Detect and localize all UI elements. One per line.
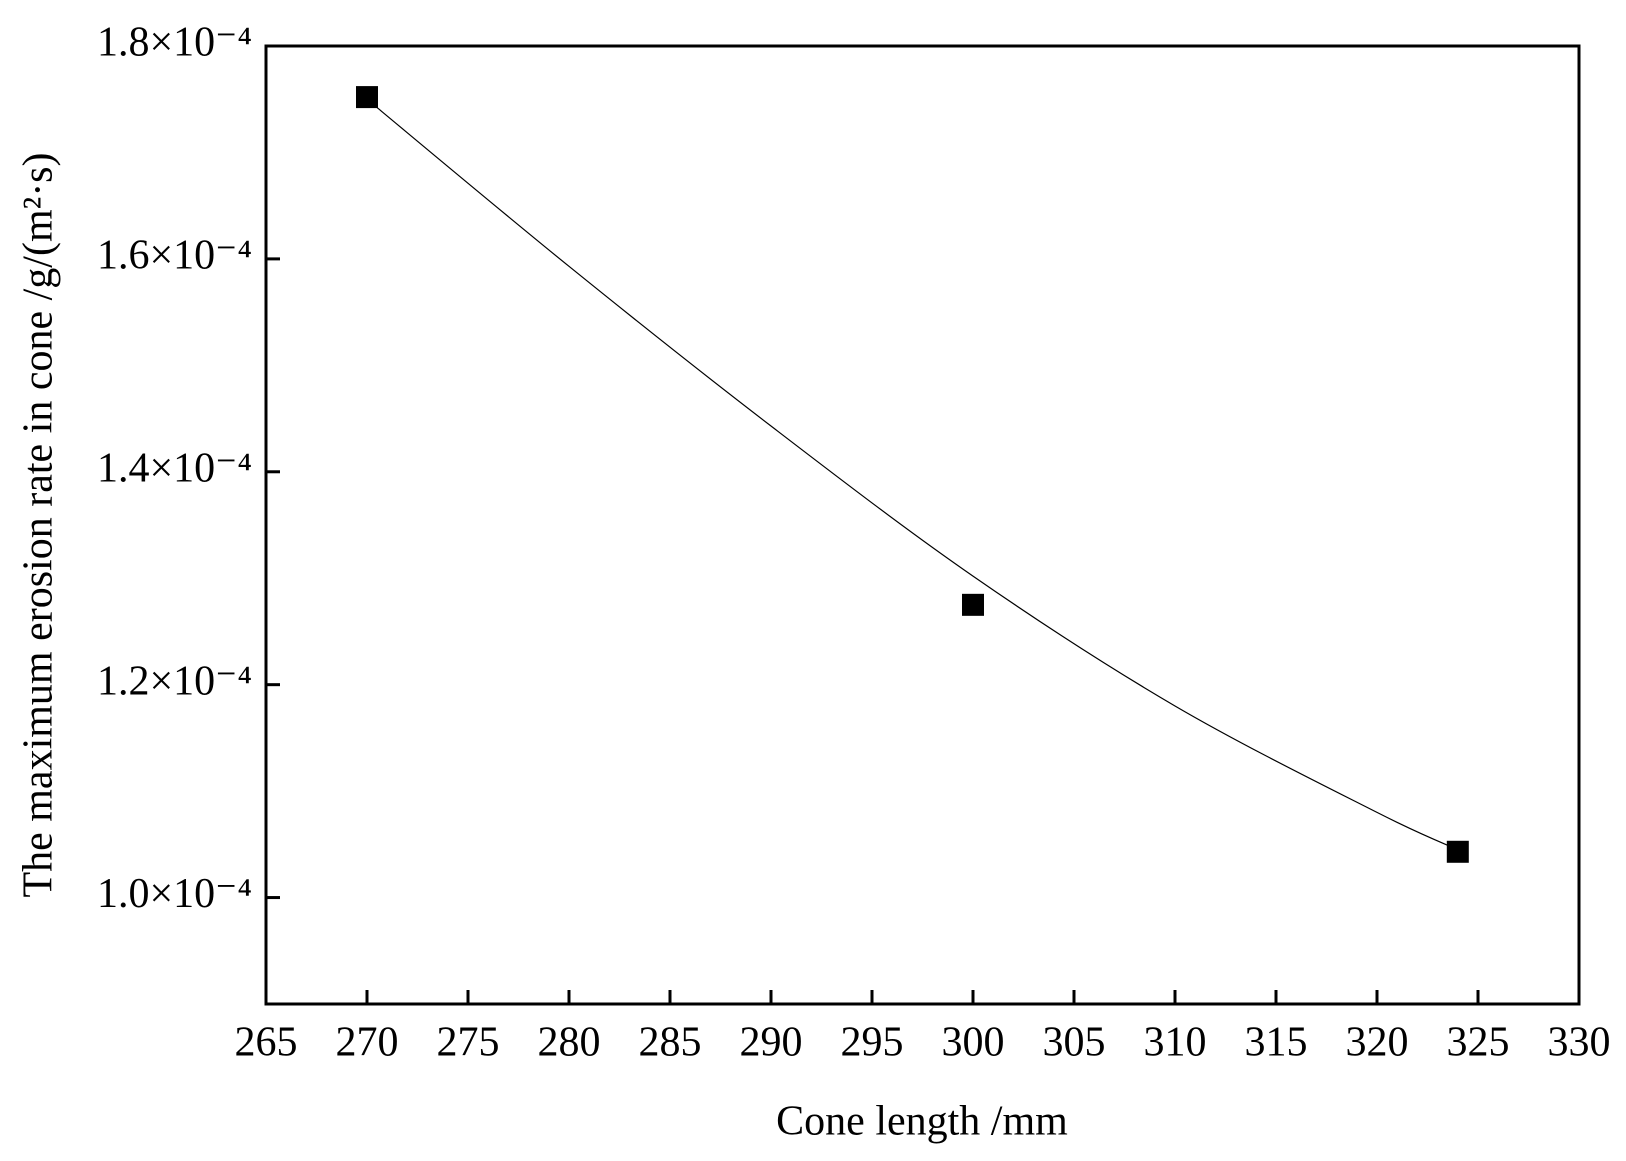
marker [962,593,984,616]
x-tick-label: 325 [1447,1020,1510,1066]
x-tick-label: 290 [740,1020,803,1066]
y-tick-label: 1.6×10⁻⁴ [97,233,252,279]
marker [1446,840,1469,863]
x-tick-label: 305 [1043,1020,1106,1066]
x-tick-label: 310 [1144,1020,1207,1066]
x-tick-label: 330 [1548,1020,1611,1066]
y-tick-label: 1.0×10⁻⁴ [97,871,252,917]
x-tick-label: 295 [841,1020,904,1066]
x-tick-label: 280 [538,1020,601,1066]
fit-curve [366,98,1459,851]
marker [356,86,378,109]
y-tick-label: 1.4×10⁻⁴ [97,445,252,491]
x-tick-label: 315 [1245,1020,1308,1066]
x-tick-label: 285 [639,1020,702,1066]
plot-frame [264,44,1581,1006]
x-tick-label: 320 [1346,1020,1409,1066]
x-axis-label: Cone length /mm [776,1099,1068,1145]
y-axis-label: The maximum erosion rate in cone /g/(m²·… [16,152,62,897]
y-tick-label: 1.8×10⁻⁴ [97,20,252,66]
x-tick-label: 270 [336,1020,399,1066]
x-tick-label: 300 [942,1020,1005,1066]
x-tick-label: 265 [235,1020,298,1066]
y-tick-label: 1.2×10⁻⁴ [97,658,252,704]
x-tick-label: 275 [437,1020,500,1066]
